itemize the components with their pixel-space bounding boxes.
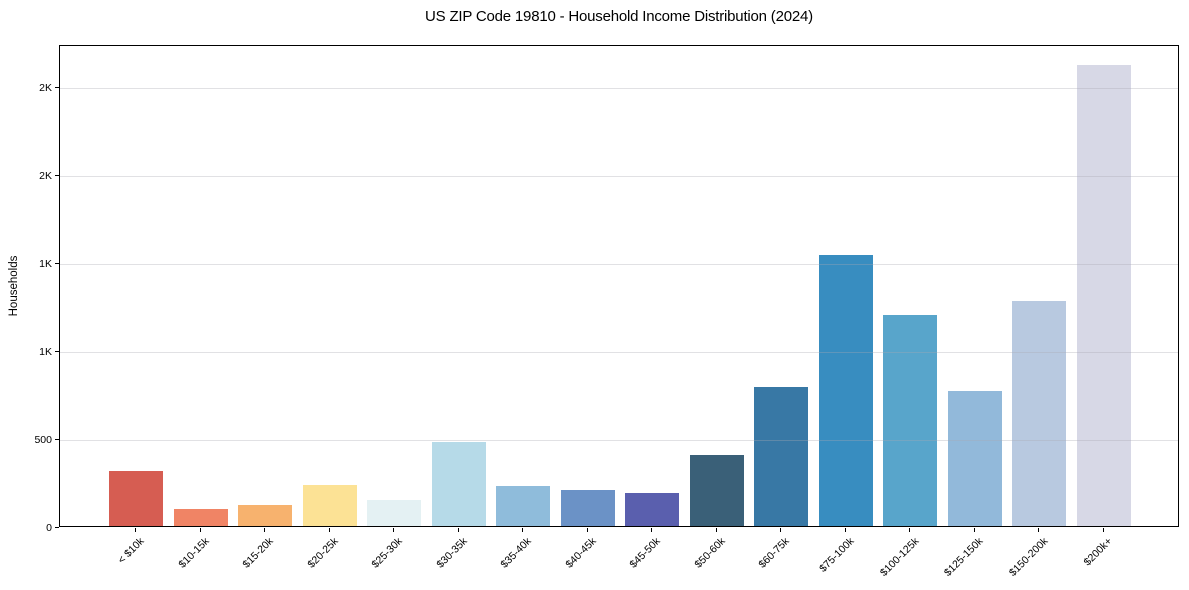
bar-$150-200k bbox=[1012, 300, 1067, 526]
y-axis-label: Households bbox=[8, 255, 20, 317]
x-tick-label-$15-20k: $15-20k bbox=[240, 535, 276, 571]
x-tick-mark-$75-100k bbox=[844, 528, 846, 532]
bar-$15-20k bbox=[238, 504, 293, 526]
x-tick-mark-$20-25k bbox=[328, 528, 330, 532]
x-tick-mark-$125-150k bbox=[973, 528, 975, 532]
x-tick-mark-$25-30k bbox=[393, 528, 395, 532]
x-tick-mark-$10-15k bbox=[199, 528, 201, 532]
y-tick-mark-1000 bbox=[55, 351, 59, 353]
bar-$35-40k bbox=[496, 486, 551, 526]
bar-< $10k bbox=[109, 471, 163, 526]
x-tick-label-$200k+: $200k+ bbox=[1081, 535, 1115, 569]
gridline-1000 bbox=[60, 351, 1178, 353]
gridline-2500 bbox=[60, 87, 1178, 89]
gridline-2000 bbox=[60, 175, 1178, 177]
bar-$100-125k bbox=[883, 314, 938, 526]
x-tick-label-$25-30k: $25-30k bbox=[369, 535, 405, 571]
gridline-500 bbox=[60, 439, 1178, 441]
x-tick-label-$35-40k: $35-40k bbox=[498, 535, 534, 571]
x-tick-mark-$100-125k bbox=[909, 528, 911, 532]
x-tick-mark-$15-20k bbox=[264, 528, 266, 532]
x-tick-label-$20-25k: $20-25k bbox=[305, 535, 341, 571]
x-tick-mark-$45-50k bbox=[651, 528, 653, 532]
bar-$60-75k bbox=[754, 386, 809, 526]
x-tick-label-$30-35k: $30-35k bbox=[434, 535, 470, 571]
x-tick-label-$45-50k: $45-50k bbox=[627, 535, 664, 571]
bar-$125-150k bbox=[947, 391, 1002, 526]
bar-$40-45k bbox=[560, 489, 615, 526]
bar-$20-25k bbox=[302, 484, 357, 526]
y-tick-label-2500: 2K bbox=[39, 81, 52, 94]
y-tick-label-2000: 2K bbox=[39, 169, 52, 182]
bar-$25-30k bbox=[367, 499, 422, 526]
x-tick-mark-$50-60k bbox=[715, 528, 717, 532]
x-tick-mark-$35-40k bbox=[522, 528, 524, 532]
y-tick-label-0: 0 bbox=[46, 521, 52, 534]
x-tick-label-$100-125k: $100-125k bbox=[877, 535, 922, 579]
plot-area bbox=[59, 45, 1179, 527]
x-tick-label-$40-45k: $40-45k bbox=[563, 535, 599, 571]
y-tick-mark-2000 bbox=[55, 175, 59, 177]
x-tick-mark-$200k+ bbox=[1103, 528, 1104, 532]
bar-$50-60k bbox=[689, 454, 744, 526]
x-tick-label-$150-200k: $150-200k bbox=[1006, 535, 1051, 579]
y-tick-label-500: 500 bbox=[34, 433, 52, 446]
x-tick-label-$50-60k: $50-60k bbox=[692, 535, 728, 571]
x-tick-mark-$60-75k bbox=[780, 528, 782, 532]
chart-title: US ZIP Code 19810 - Household Income Dis… bbox=[425, 8, 813, 25]
gridline-1500 bbox=[60, 263, 1178, 265]
x-tick-label-$60-75k: $60-75k bbox=[756, 535, 793, 571]
x-tick-mark-$40-45k bbox=[586, 528, 588, 532]
x-tick-label-< $10k: < $10k bbox=[115, 535, 147, 567]
x-tick-label-$75-100k: $75-100k bbox=[817, 535, 857, 575]
y-tick-mark-2500 bbox=[55, 87, 59, 89]
x-tick-mark-$30-35k bbox=[457, 528, 459, 532]
x-tick-label-$125-150k: $125-150k bbox=[942, 535, 986, 579]
bar-$200k+ bbox=[1077, 64, 1131, 526]
y-tick-mark-500 bbox=[55, 439, 59, 440]
x-tick-label-$10-15k: $10-15k bbox=[176, 535, 212, 571]
bar-$10-15k bbox=[173, 509, 228, 526]
bar-$75-100k bbox=[818, 255, 873, 526]
x-tick-mark-$150-200k bbox=[1038, 528, 1040, 532]
x-tick-mark-< $10k bbox=[135, 528, 136, 532]
y-tick-label-1000: 1K bbox=[39, 345, 52, 358]
y-tick-mark-1500 bbox=[55, 263, 59, 265]
bar-$30-35k bbox=[431, 441, 486, 526]
y-tick-label-1500: 1K bbox=[39, 257, 52, 270]
y-tick-mark-0 bbox=[55, 527, 59, 528]
bar-$45-50k bbox=[625, 492, 680, 526]
